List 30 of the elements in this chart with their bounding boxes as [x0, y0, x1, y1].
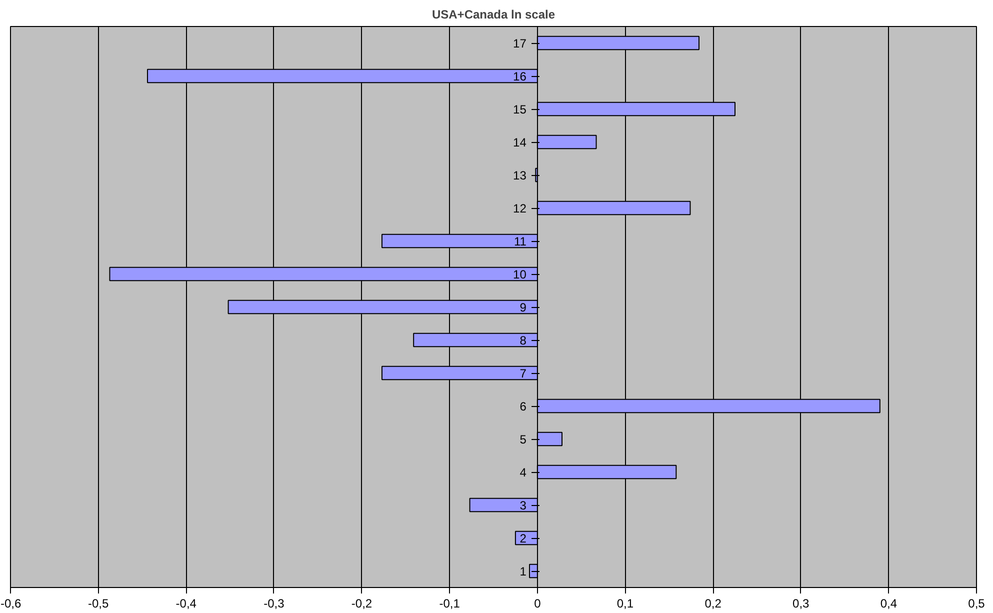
y-tick-label: 5: [520, 432, 527, 446]
y-tick-label: 9: [520, 300, 527, 314]
x-tick-label: -0,6: [0, 596, 22, 610]
x-tick-label: -0,3: [264, 596, 285, 610]
y-tick-label: 7: [520, 366, 527, 380]
y-tick-label: 8: [520, 334, 527, 348]
y-tick-label: 6: [520, 400, 527, 414]
y-tick-label: 12: [513, 202, 527, 216]
x-tick-label: 0,2: [704, 596, 722, 610]
x-tick-label: 0,3: [792, 596, 810, 610]
x-tick-label: 0,5: [968, 596, 986, 610]
y-tick-label: 2: [520, 532, 527, 546]
y-tick-label: 4: [520, 466, 527, 480]
chart-title: USA+Canada ln scale: [432, 8, 556, 22]
x-tick-label: -0,4: [176, 596, 197, 610]
y-tick-label: 17: [513, 36, 527, 50]
y-tick-label: 3: [520, 498, 527, 512]
y-tick-label: 13: [513, 168, 527, 182]
x-tick-label: 0,1: [616, 596, 634, 610]
y-tick-label: 10: [513, 268, 527, 282]
y-tick-label: 15: [513, 102, 527, 116]
y-tick-label: 14: [513, 136, 527, 150]
y-tick-label: 1: [520, 564, 527, 578]
y-tick-label: 11: [514, 234, 527, 248]
x-tick-label: 0: [534, 596, 542, 610]
x-tick-label: -0,1: [439, 596, 460, 610]
x-tick-label: 0,4: [880, 596, 898, 610]
y-tick-label: 16: [513, 70, 527, 84]
x-tick-label: -0,2: [351, 596, 372, 610]
x-tick-label: -0,5: [88, 596, 109, 610]
